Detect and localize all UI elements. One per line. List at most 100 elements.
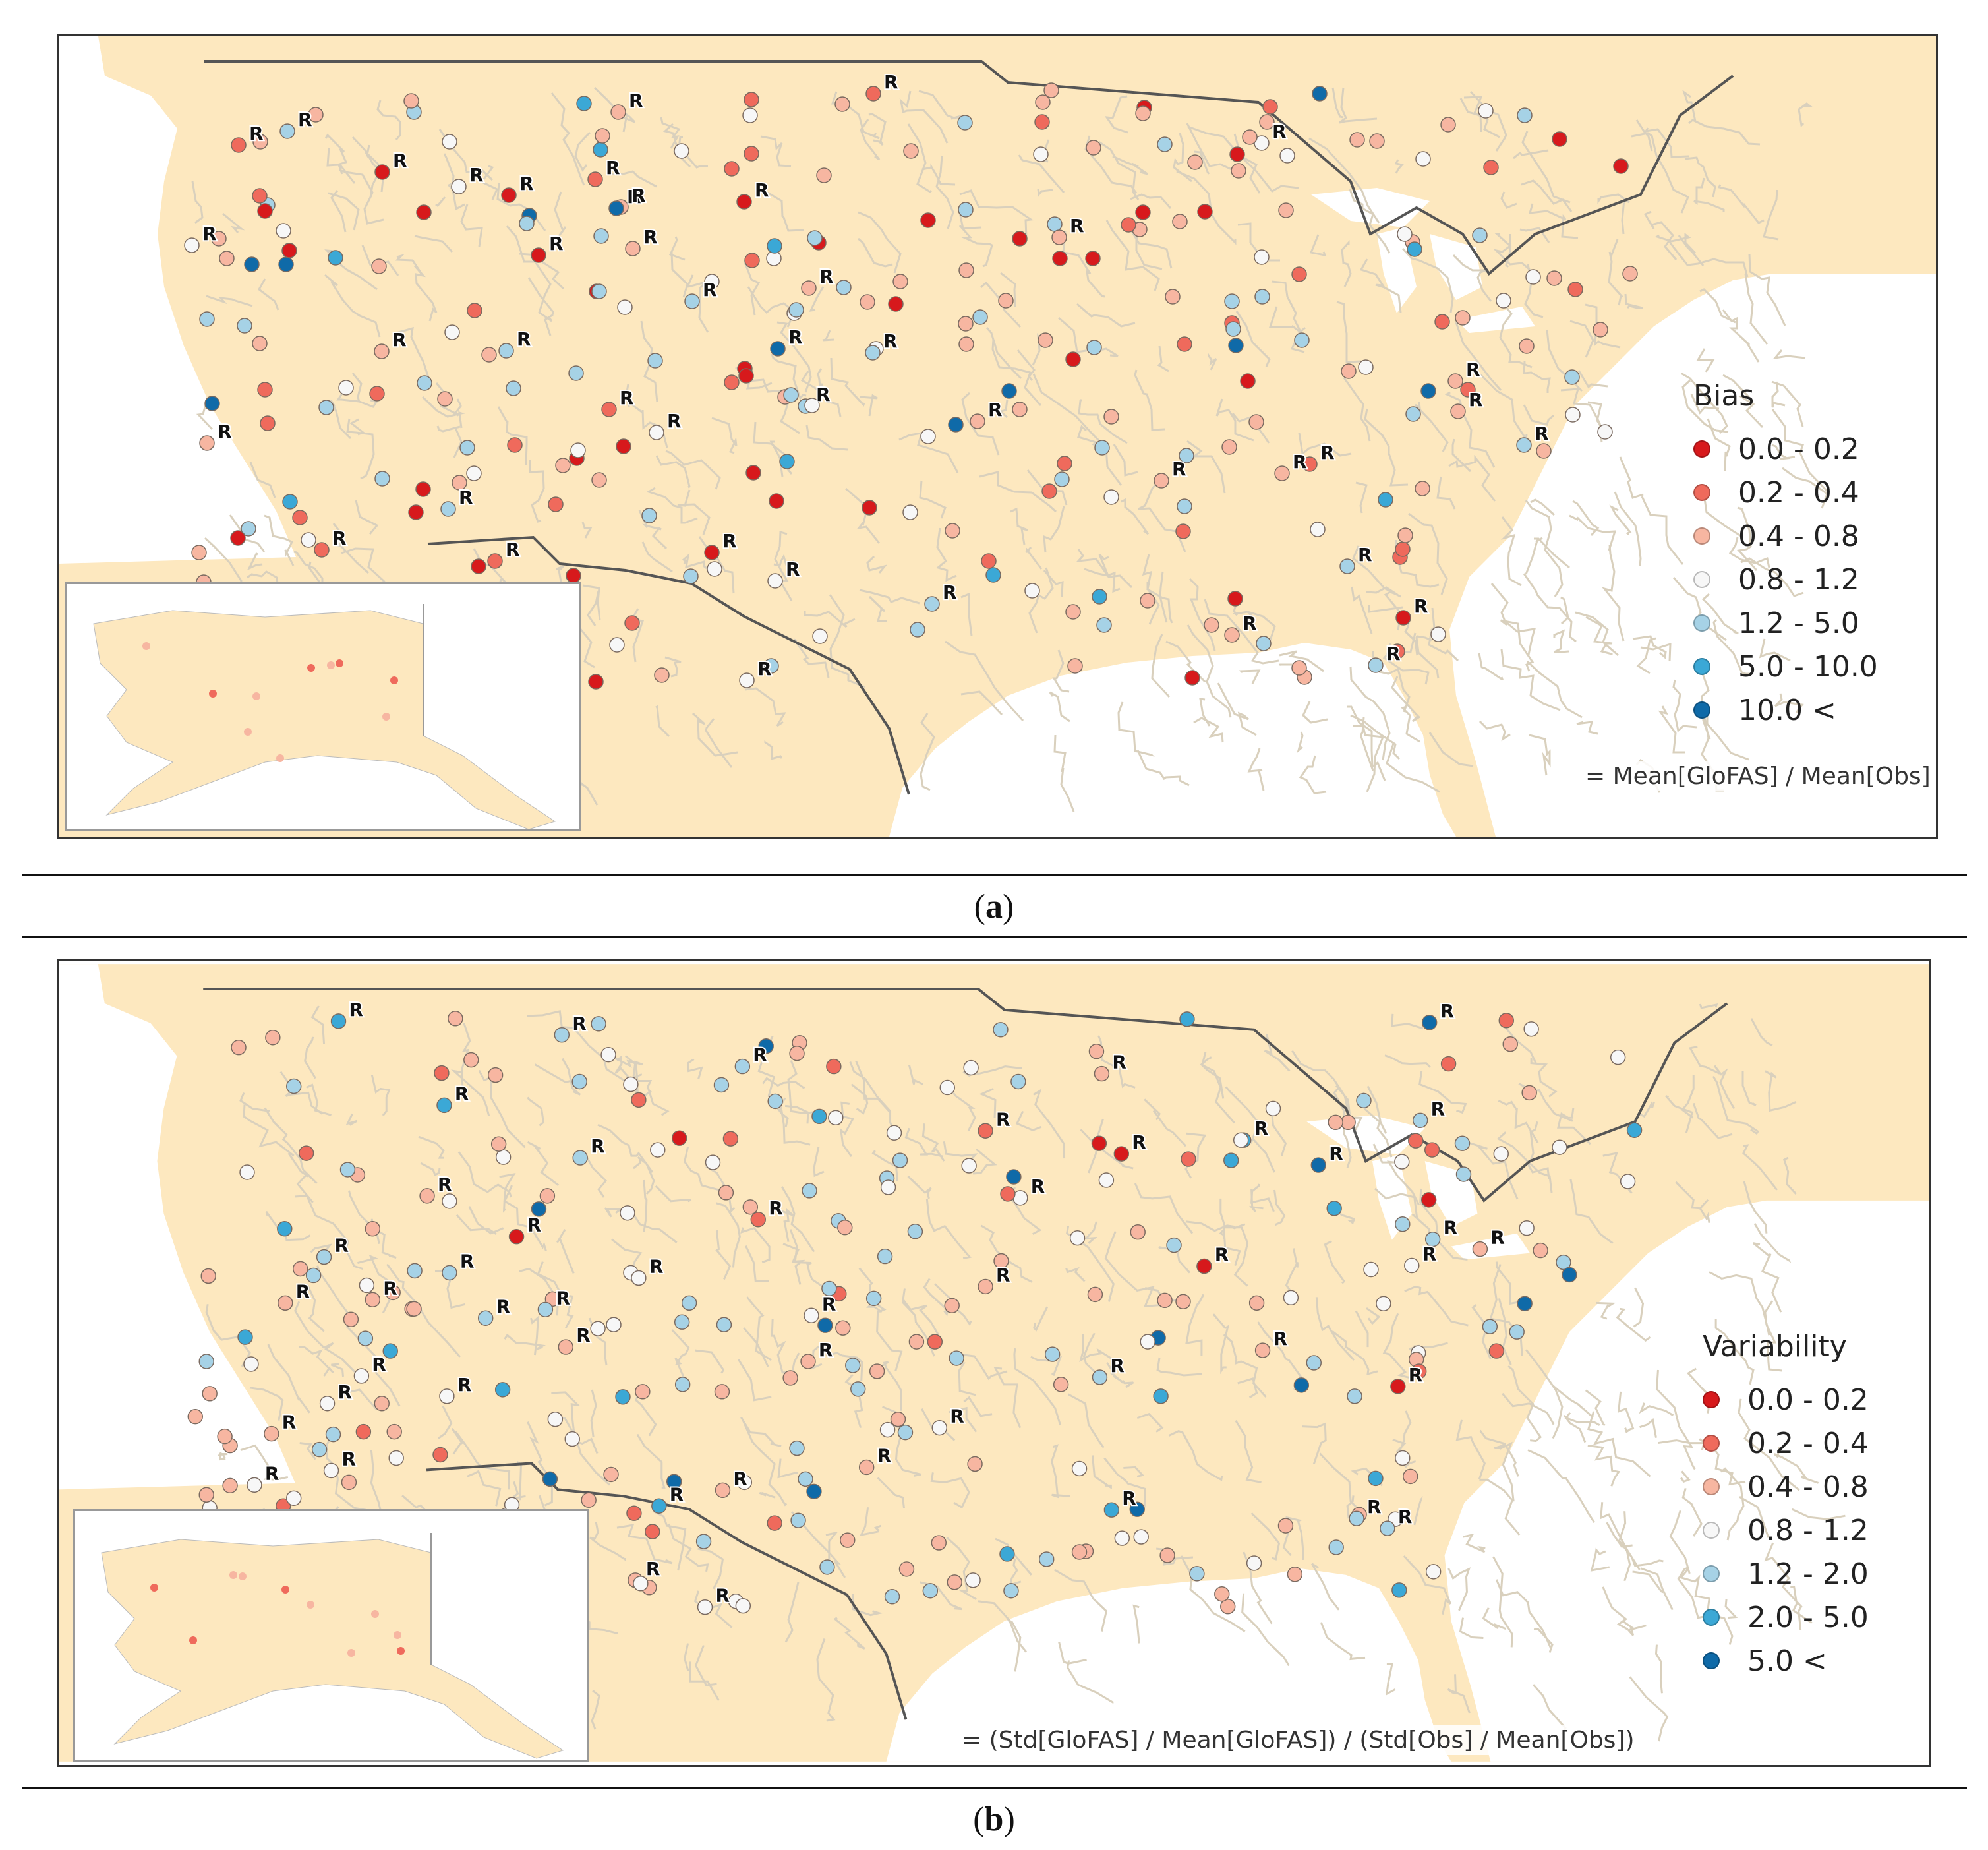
- gauge-station: [1368, 1470, 1384, 1487]
- gauge-station: [631, 1270, 647, 1286]
- gauge-station: [1376, 1296, 1391, 1312]
- river: [868, 113, 887, 146]
- gauge-station: [1363, 1261, 1379, 1278]
- river: [1534, 537, 1570, 569]
- gauge-station: [674, 143, 689, 159]
- reservoir-marker: R: [438, 1174, 452, 1195]
- gauge-station: [892, 274, 908, 289]
- river: [899, 90, 949, 144]
- river: [1525, 1349, 1564, 1439]
- river: [1241, 1593, 1290, 1667]
- gauge-station: [466, 465, 482, 481]
- gauge-station: [1562, 1267, 1577, 1283]
- reservoir-marker: R: [1272, 121, 1287, 142]
- gauge-station: [1231, 163, 1246, 179]
- river: [1110, 1363, 1125, 1385]
- river: [473, 548, 510, 587]
- gauge-station: [1440, 1056, 1457, 1072]
- river: [1015, 1110, 1042, 1131]
- river: [1505, 1027, 1537, 1064]
- legend-swatch: [1703, 1435, 1720, 1452]
- gauge-station: [865, 86, 881, 102]
- river: [771, 353, 807, 401]
- river: [386, 1263, 461, 1358]
- gauge-station: [967, 1456, 983, 1472]
- gauge-station: [1103, 409, 1119, 425]
- gauge-station: [1293, 1377, 1310, 1393]
- legend-label: 1.2 - 5.0: [1738, 606, 1859, 640]
- gauge-station: [1254, 1342, 1271, 1358]
- gauge-station: [1397, 226, 1413, 242]
- gauge-station: [651, 1498, 667, 1514]
- river: [310, 1005, 326, 1044]
- river: [1635, 119, 1653, 152]
- gauge-station: [1408, 1133, 1424, 1149]
- river: [740, 1416, 782, 1448]
- river: [1557, 1108, 1591, 1145]
- river: [829, 594, 865, 688]
- river: [850, 1083, 869, 1115]
- reservoir-marker: R: [455, 1083, 469, 1104]
- gauge-station: [507, 437, 523, 453]
- reservoir-marker: R: [549, 233, 564, 254]
- gauge-station: [993, 1253, 1009, 1269]
- river: [1523, 573, 1577, 643]
- river: [556, 565, 564, 586]
- gauge-station: [600, 1046, 616, 1063]
- legend-swatch: [1693, 571, 1710, 588]
- river: [1681, 379, 1729, 433]
- gauge-station: [1516, 437, 1532, 453]
- gulf-of-mexico: [886, 1568, 1451, 1762]
- river: [1617, 1391, 1635, 1433]
- gauge-station: [1472, 227, 1488, 243]
- river: [1331, 87, 1344, 119]
- gauge-station: [341, 1474, 357, 1491]
- gauge-station: [314, 542, 330, 558]
- gauge-station: [862, 500, 877, 516]
- river: [682, 553, 709, 571]
- river: [780, 1186, 815, 1253]
- river: [1302, 1422, 1327, 1464]
- gauge-station: [879, 1421, 896, 1438]
- reservoir-marker: R: [1490, 1227, 1504, 1249]
- legend-label: 0.8 - 1.2: [1747, 1513, 1869, 1547]
- river: [1587, 1445, 1621, 1487]
- gauge-station: [593, 142, 608, 158]
- river: [1419, 1188, 1468, 1261]
- gauge-station: [278, 256, 294, 272]
- gauge-station: [452, 475, 467, 491]
- gauge-station: [1368, 657, 1384, 673]
- river: [1186, 440, 1226, 494]
- river: [1459, 1617, 1484, 1640]
- gauge-station: [554, 1027, 570, 1043]
- gauge-station: [961, 1158, 977, 1174]
- river: [1349, 189, 1391, 254]
- river: [985, 327, 1022, 380]
- reservoir-marker: R: [282, 1412, 296, 1433]
- reservoir-marker: R: [722, 530, 737, 552]
- river: [1142, 554, 1173, 624]
- reservoir-marker: R: [457, 1374, 471, 1396]
- river: [585, 1155, 608, 1198]
- river: [918, 90, 962, 120]
- reservoir-marker: R: [629, 90, 643, 111]
- river: [1748, 253, 1786, 326]
- river: [1521, 131, 1571, 204]
- gauge-station: [704, 545, 720, 560]
- river: [1577, 370, 1608, 389]
- river: [1699, 1199, 1710, 1224]
- reservoir-marker: R: [988, 399, 1003, 421]
- rule-b-bottom: [22, 1787, 1967, 1789]
- river: [1490, 583, 1536, 655]
- gauge-station: [369, 386, 385, 402]
- gauge-station: [1356, 1092, 1372, 1109]
- gauge-station: [770, 341, 786, 357]
- river: [1706, 716, 1749, 761]
- river: [635, 1392, 657, 1437]
- gauge-station: [318, 400, 334, 415]
- river: [597, 1123, 654, 1173]
- river: [239, 1092, 270, 1112]
- gauge-station: [623, 1076, 639, 1092]
- river: [435, 196, 446, 207]
- river: [287, 1152, 314, 1203]
